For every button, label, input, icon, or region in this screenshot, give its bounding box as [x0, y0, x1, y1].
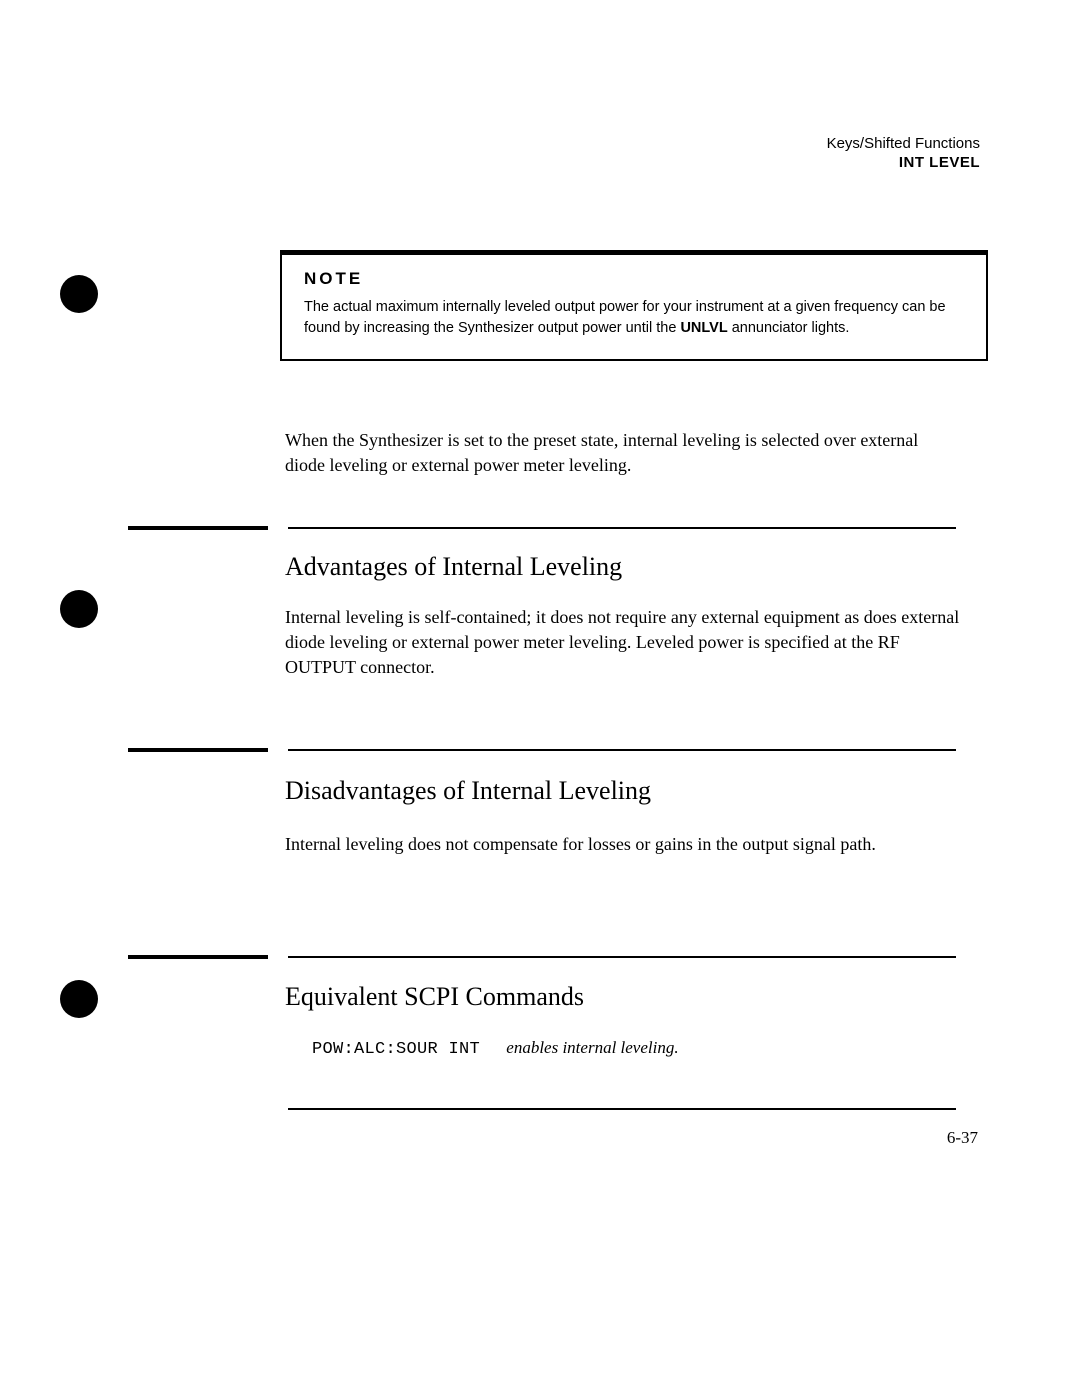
- margin-bullet-icon: [60, 590, 98, 628]
- note-box: NOTE The actual maximum internally level…: [280, 250, 988, 361]
- header-topic: INT LEVEL: [827, 154, 980, 171]
- margin-bullet-icon: [60, 980, 98, 1018]
- section-rule-left: [128, 955, 268, 959]
- note-body-bold: UNLVL: [680, 320, 727, 336]
- note-title: NOTE: [304, 269, 964, 289]
- section-heading-advantages: Advantages of Internal Leveling: [285, 552, 622, 582]
- bottom-rule: [288, 1108, 956, 1110]
- note-body: The actual maximum internally leveled ou…: [304, 297, 964, 339]
- advantages-paragraph: Internal leveling is self-contained; it …: [285, 605, 965, 681]
- preset-paragraph: When the Synthesizer is set to the prese…: [285, 428, 950, 478]
- scpi-description: enables internal leveling.: [506, 1038, 678, 1057]
- disadvantages-paragraph: Internal leveling does not compensate fo…: [285, 832, 965, 857]
- margin-bullet-icon: [60, 275, 98, 313]
- scpi-command: POW:ALC:SOUR INT: [312, 1040, 480, 1059]
- section-rule-right: [288, 956, 956, 958]
- header-category: Keys/Shifted Functions: [827, 135, 980, 152]
- page-header: Keys/Shifted Functions INT LEVEL: [827, 135, 980, 171]
- section-rule-right: [288, 527, 956, 529]
- note-body-post: annunciator lights.: [728, 320, 850, 336]
- scpi-command-row: POW:ALC:SOUR INT enables internal leveli…: [312, 1038, 679, 1059]
- section-rule-left: [128, 526, 268, 530]
- section-rule-left: [128, 748, 268, 752]
- section-heading-disadvantages: Disadvantages of Internal Leveling: [285, 776, 651, 806]
- section-rule-right: [288, 749, 956, 751]
- section-heading-scpi: Equivalent SCPI Commands: [285, 982, 584, 1012]
- page-number: 6-37: [947, 1128, 978, 1148]
